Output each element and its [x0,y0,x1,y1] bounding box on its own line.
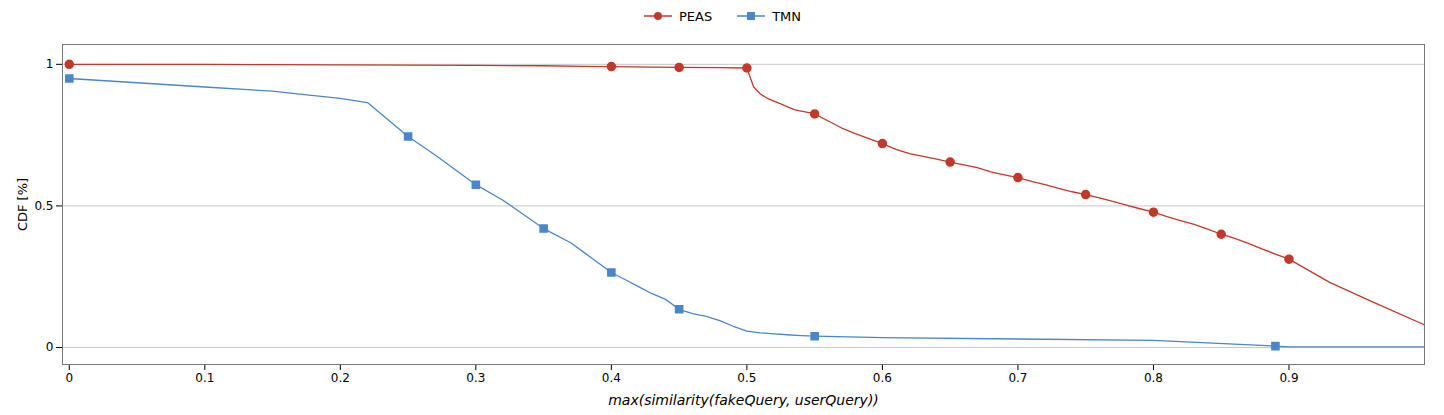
svg-text:0.1: 0.1 [195,371,214,385]
svg-text:0.7: 0.7 [1008,371,1027,385]
svg-text:0.9: 0.9 [1279,371,1298,385]
svg-text:CDF [%]: CDF [%] [15,178,30,231]
svg-text:0.8: 0.8 [1144,371,1163,385]
svg-text:0.2: 0.2 [331,371,350,385]
svg-text:0.5: 0.5 [737,371,756,385]
html-text:PEAS: PEAS [679,8,713,24]
html-text:TMN: TMN [772,8,801,24]
svg-text:0.5: 0.5 [34,199,53,213]
svg-text:0: 0 [46,340,54,354]
svg-text:0.4: 0.4 [602,371,621,385]
svg-text:0.3: 0.3 [466,371,485,385]
svg-text:max(similarity(fakeQuery, user: max(similarity(fakeQuery, userQuery)) [608,392,879,408]
svg-text:0: 0 [65,371,73,385]
svg-text:0.6: 0.6 [873,371,892,385]
svg-text:1: 1 [46,57,54,71]
